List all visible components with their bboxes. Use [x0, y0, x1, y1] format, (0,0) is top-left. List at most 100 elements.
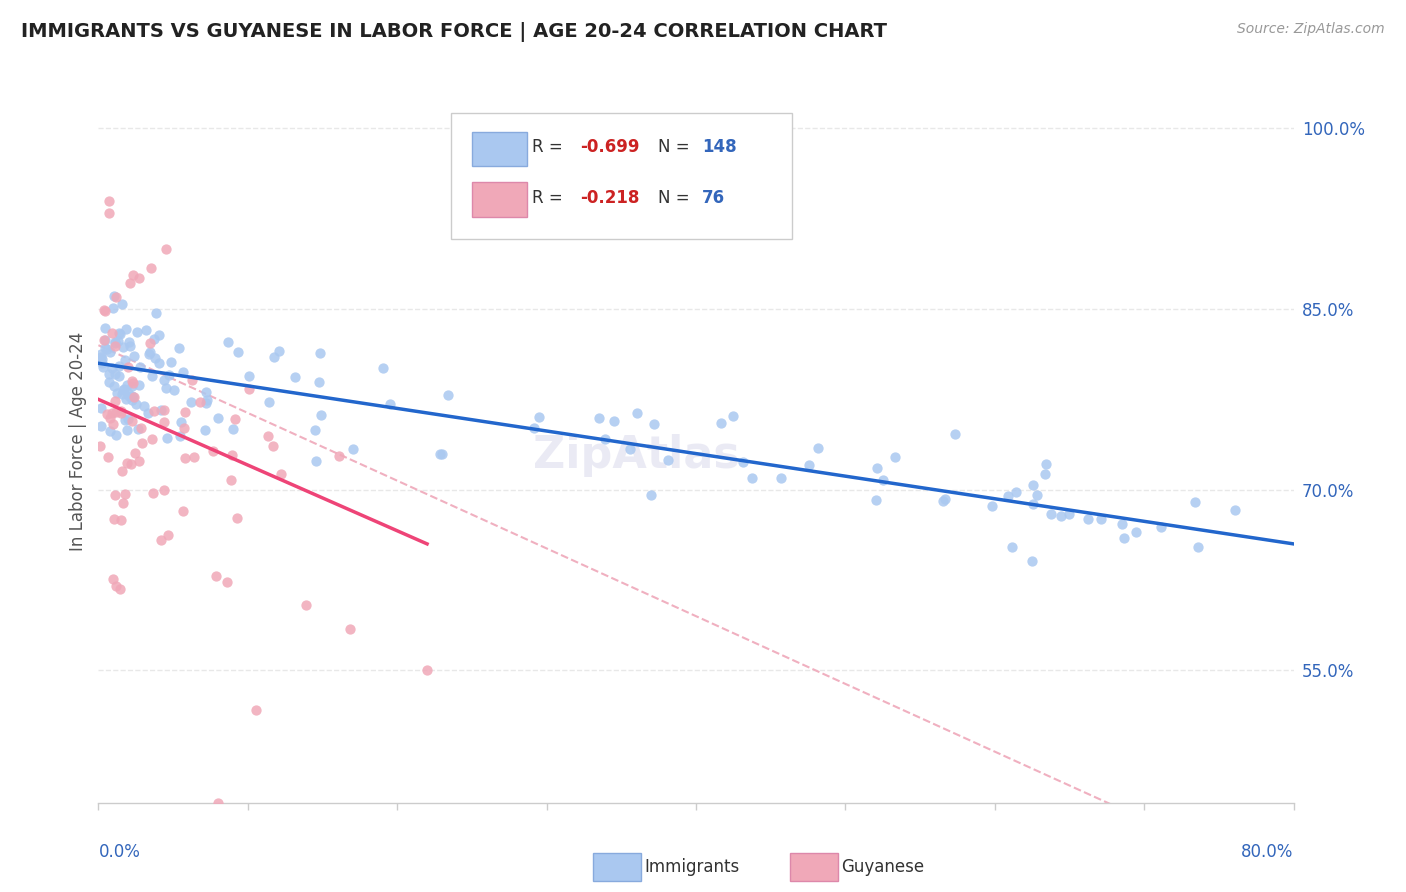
Text: R =: R = [533, 138, 568, 156]
Point [308, 375, 330, 389]
Point [104, 579, 127, 593]
Point [155, 242, 177, 256]
Point [110, 582, 132, 596]
Text: Immigrants: Immigrants [644, 858, 740, 876]
Point [103, 512, 125, 526]
Point [437, 388, 460, 402]
Point [97, 205, 120, 219]
Point [429, 447, 451, 461]
Point [110, 406, 132, 420]
Point [104, 336, 127, 351]
Point [135, 323, 157, 337]
Point [104, 335, 127, 350]
Point [124, 390, 146, 404]
Point [238, 368, 260, 383]
Point [115, 392, 138, 406]
Point [1022, 477, 1045, 491]
Point [100, 326, 122, 340]
Point [111, 387, 134, 401]
Point [121, 413, 143, 427]
Point [101, 417, 124, 432]
Point [103, 289, 125, 303]
Point [1005, 485, 1028, 500]
FancyBboxPatch shape [472, 182, 527, 217]
Point [93, 303, 115, 318]
Point [115, 423, 138, 437]
Point [118, 334, 141, 349]
Point [97, 194, 120, 208]
Point [160, 355, 183, 369]
Point [225, 511, 247, 525]
Point [1149, 520, 1171, 534]
Point [416, 664, 439, 678]
Text: 148: 148 [702, 138, 737, 156]
Point [93, 303, 115, 318]
Point [1057, 507, 1080, 521]
Point [143, 404, 166, 418]
Point [117, 456, 139, 470]
Point [1035, 467, 1057, 481]
Point [799, 458, 821, 472]
Point [96, 407, 118, 421]
Point [1001, 540, 1024, 554]
Point [194, 423, 217, 437]
Point [108, 359, 131, 373]
Point [111, 464, 134, 478]
Point [128, 378, 150, 392]
Point [97, 367, 120, 381]
Point [89, 439, 111, 453]
Text: 76: 76 [702, 189, 725, 207]
Point [205, 569, 228, 583]
Point [129, 421, 152, 435]
Point [263, 439, 285, 453]
Point [1187, 540, 1209, 554]
Point [121, 392, 143, 407]
Point [104, 405, 127, 419]
Point [256, 428, 278, 442]
Point [997, 489, 1019, 503]
Point [943, 427, 966, 442]
Point [295, 598, 318, 612]
Point [122, 390, 145, 404]
Point [101, 406, 124, 420]
Point [90, 352, 112, 367]
Point [342, 442, 364, 456]
Point [1225, 503, 1247, 517]
Point [117, 359, 139, 374]
Point [588, 410, 610, 425]
Point [98, 376, 121, 390]
Point [105, 290, 128, 304]
Point [640, 488, 662, 502]
Point [1077, 512, 1099, 526]
Point [125, 397, 148, 411]
Point [112, 382, 135, 396]
Point [108, 368, 131, 383]
Point [112, 340, 135, 354]
Point [626, 406, 648, 420]
Point [139, 336, 162, 351]
Text: 0.0%: 0.0% [98, 843, 141, 861]
Point [121, 389, 143, 403]
Point [139, 345, 162, 359]
Point [153, 373, 176, 387]
Point [98, 411, 121, 425]
Point [195, 384, 218, 399]
Point [339, 622, 361, 636]
Point [121, 374, 143, 388]
Point [172, 365, 194, 379]
Point [91, 359, 114, 374]
FancyBboxPatch shape [451, 112, 792, 239]
Point [97, 450, 120, 465]
Point [731, 455, 754, 469]
Point [643, 417, 665, 432]
Point [1022, 497, 1045, 511]
Point [90, 401, 112, 416]
Point [309, 346, 332, 360]
Point [173, 450, 195, 465]
Point [122, 376, 145, 391]
Point [104, 339, 127, 353]
Point [111, 297, 134, 311]
Point [328, 449, 350, 463]
Point [432, 447, 454, 461]
Point [114, 487, 136, 501]
